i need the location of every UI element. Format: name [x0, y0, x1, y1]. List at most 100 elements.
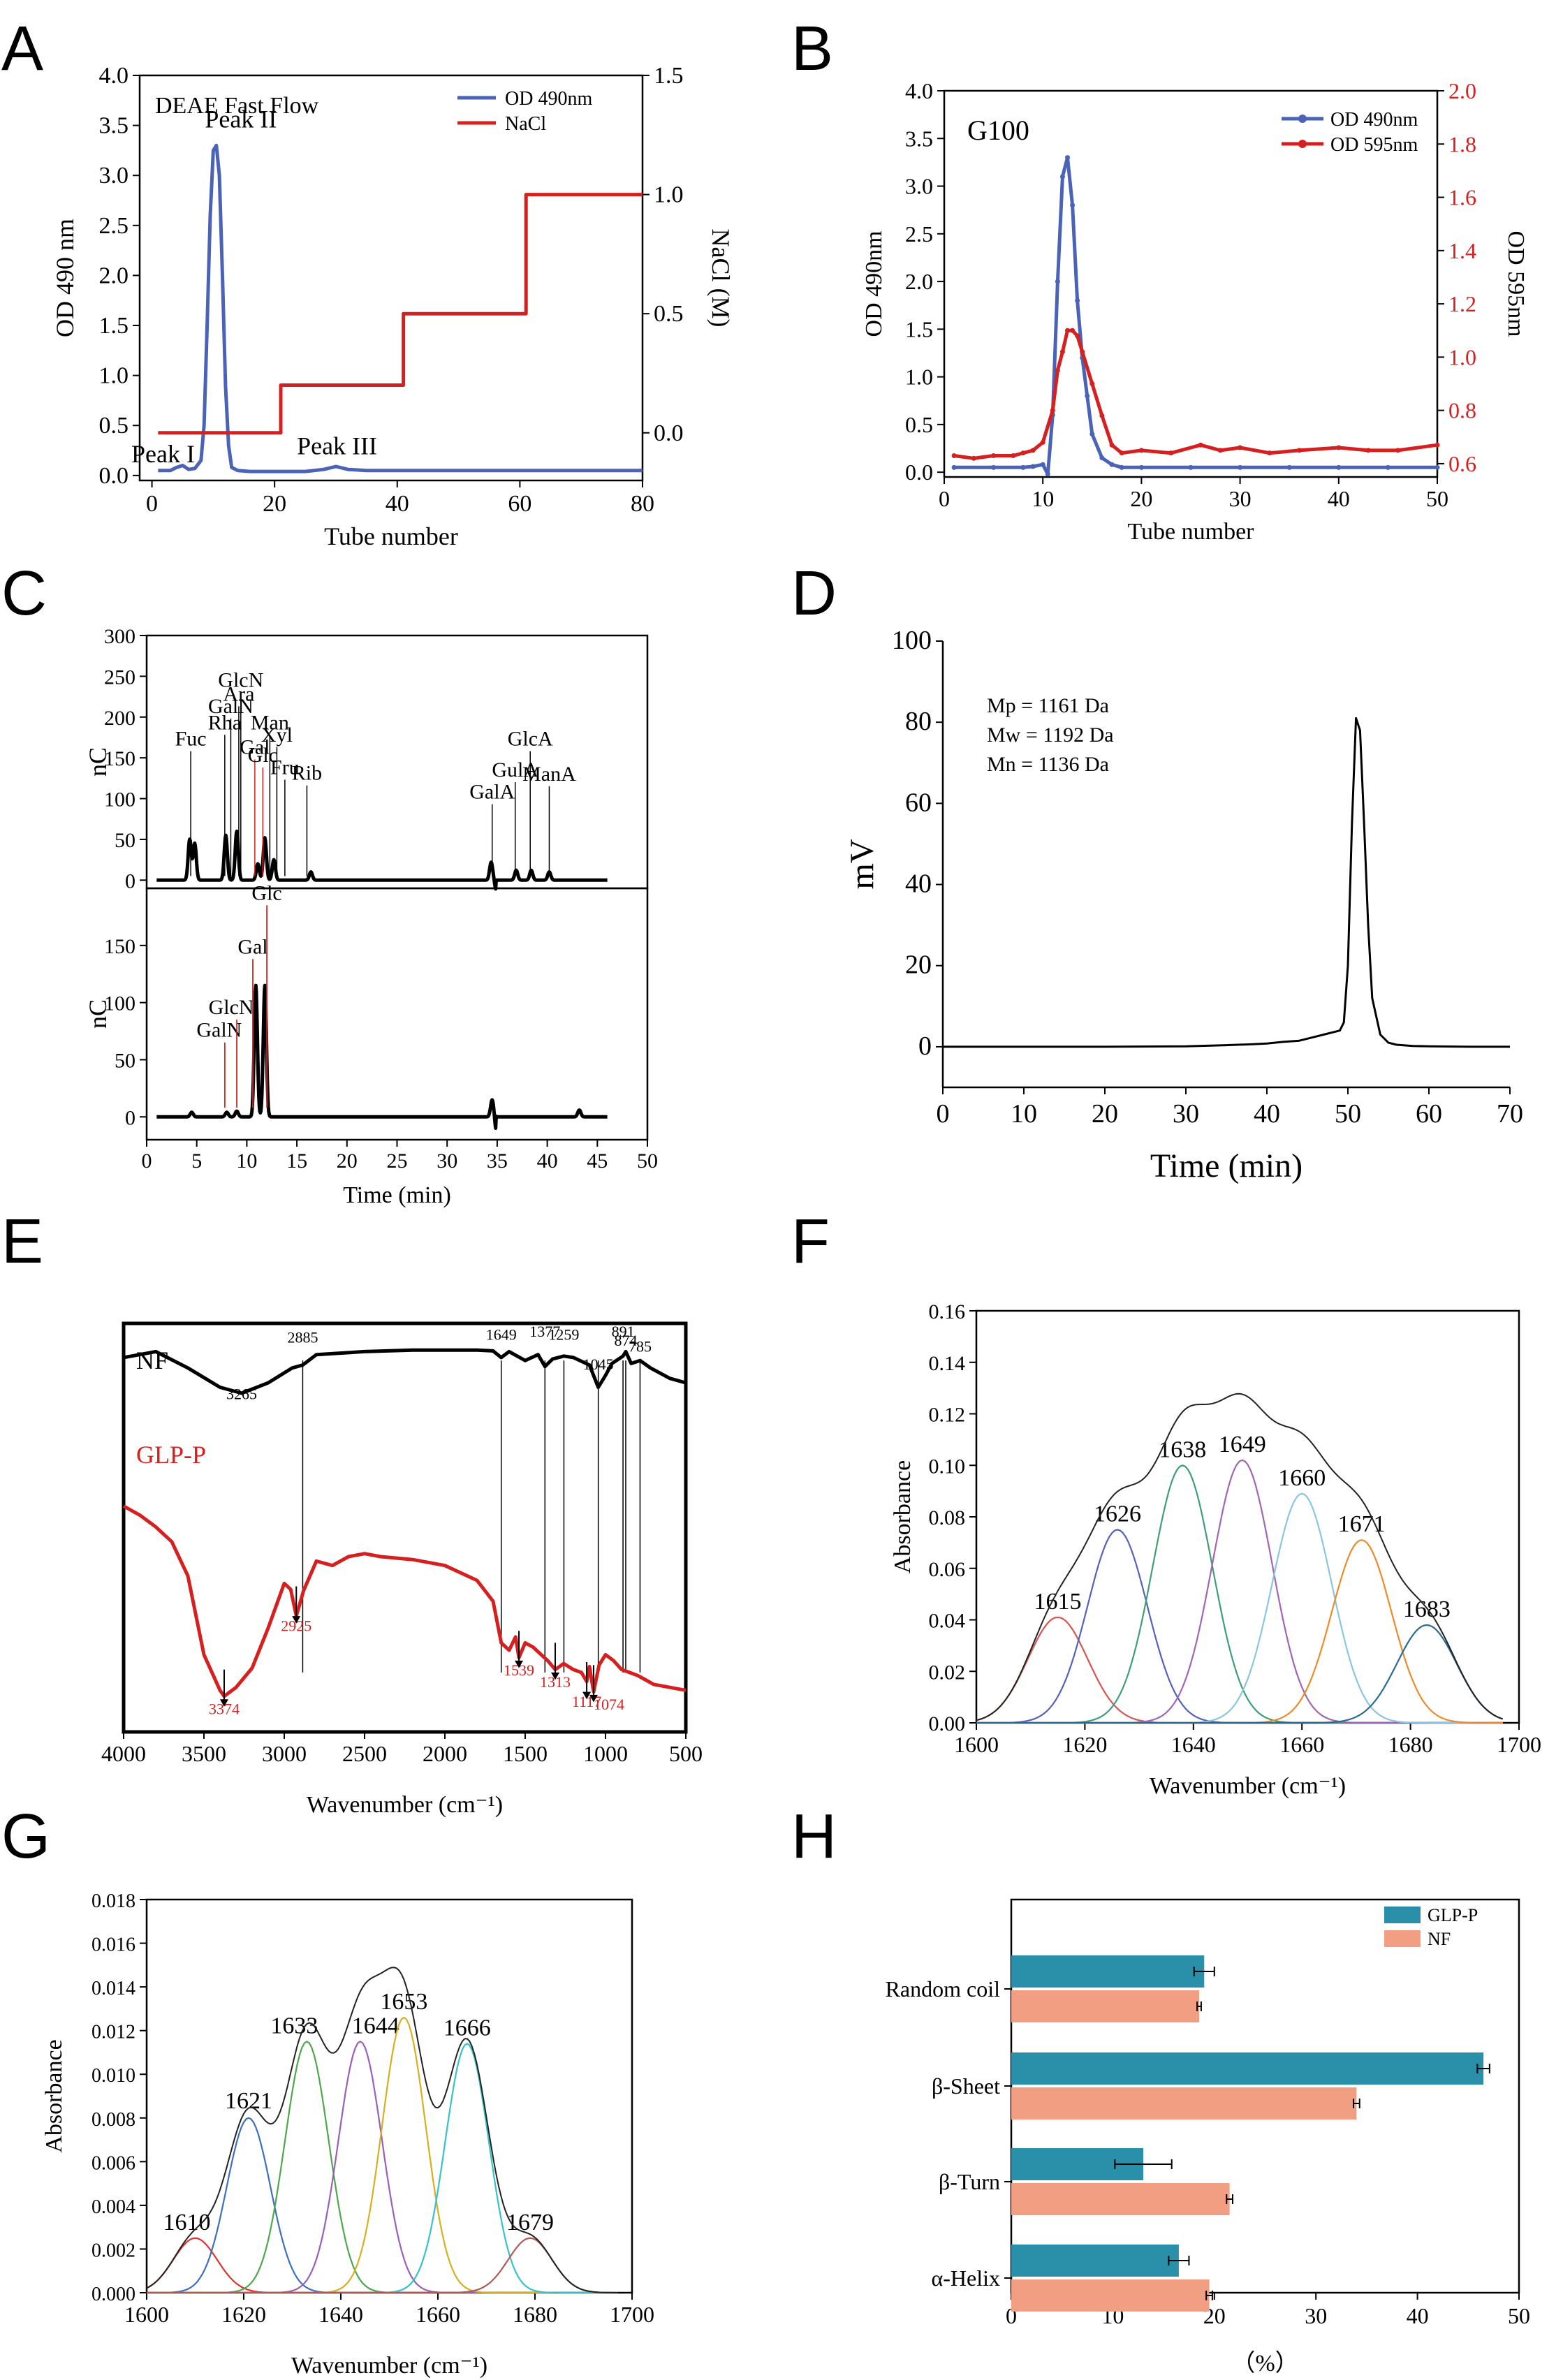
- x-tick-label: 1660: [1279, 1732, 1324, 1757]
- y-axis-title: Absorbance: [41, 2039, 67, 2152]
- x-axis-title: Tube number: [324, 522, 458, 550]
- x-tick-label: 20: [337, 1149, 358, 1173]
- series-marker: [1055, 279, 1060, 284]
- y2-tick-label: 1.5: [654, 63, 684, 89]
- x-tick-label: 40: [537, 1149, 558, 1173]
- y2-tick-label: 2.0: [1448, 78, 1476, 103]
- series-marker: [1336, 464, 1342, 470]
- peak-center-label: 1679: [506, 2210, 554, 2235]
- band-arrowhead: [582, 1691, 592, 1700]
- x-tick-label: 3500: [182, 1741, 226, 1766]
- x-tick-label: 50: [1335, 1099, 1361, 1129]
- y2-tick-label: 1.0: [654, 182, 684, 208]
- peak-annotation: Peak III: [297, 432, 377, 460]
- y-axis-title: Absorbance: [890, 1460, 916, 1573]
- legend-label: OD 595nm: [1330, 134, 1418, 156]
- x-tick-label: 10: [236, 1149, 257, 1173]
- y-tick-label: 0.006: [91, 2152, 135, 2174]
- y-tick-label: 0: [125, 869, 135, 892]
- series-marker: [1119, 450, 1124, 456]
- series-marker: [1020, 464, 1026, 470]
- fitted-peak-1683: [976, 1624, 1504, 1724]
- x-tick-label: 1680: [1388, 1732, 1433, 1757]
- bar-nf-3: [1011, 2279, 1210, 2312]
- series-marker: [1030, 464, 1036, 469]
- peak-center-label: 1610: [163, 2210, 211, 2235]
- fitted-peak-1610: [146, 2237, 618, 2294]
- y-tick-label: 2.5: [905, 221, 933, 247]
- peak-center-label: 1660: [1278, 1465, 1326, 1491]
- x-tick-label: 1620: [221, 2302, 266, 2327]
- category-label: β-Turn: [939, 2169, 1000, 2194]
- x-tick-label: 30: [1173, 1099, 1199, 1129]
- series-marker: [1395, 448, 1401, 453]
- y-tick-label: 40: [905, 869, 932, 899]
- peak-center-label: 1666: [443, 2015, 491, 2041]
- nf-band-label: 1377: [529, 1323, 560, 1340]
- bar-glp-p-0: [1011, 1955, 1205, 1988]
- molecular-weight-annotation: Mp = 1161 Da: [987, 694, 1109, 717]
- series-marker: [1365, 448, 1371, 453]
- peak-center-label: 1671: [1338, 1511, 1386, 1537]
- x-tick-label: 30: [1229, 486, 1252, 511]
- x-tick-label: 40: [1254, 1099, 1280, 1129]
- y-tick-label: 1.5: [905, 316, 933, 341]
- x-tick-label: 500: [669, 1741, 703, 1766]
- x-tick-label: 10: [1011, 1099, 1037, 1129]
- x-tick-label: 40: [386, 491, 409, 517]
- bar-nf-1: [1011, 2087, 1357, 2120]
- y-tick-label: 50: [115, 1049, 135, 1072]
- series-marker: [1070, 203, 1076, 208]
- x-tick-label: 1500: [503, 1741, 548, 1766]
- series-marker: [1168, 450, 1174, 456]
- y-tick-label: 2.0: [905, 269, 933, 294]
- panel-label: D: [791, 559, 837, 629]
- y-tick-label: 3.0: [905, 174, 933, 199]
- peak-label-sample: GlcN: [209, 996, 254, 1019]
- chromatogram-standards: [155, 829, 609, 891]
- band-arrowhead: [589, 1694, 598, 1703]
- series-marker: [951, 464, 957, 470]
- series-line-od-490nm: [954, 156, 1437, 476]
- legend-marker: [1298, 140, 1307, 148]
- series-marker: [1065, 155, 1070, 161]
- band-arrowhead: [515, 1660, 524, 1668]
- series-marker: [1267, 450, 1272, 456]
- series-marker: [1059, 174, 1065, 179]
- panel-d: D 0 10 20 30 40 50 60 70 0 20 40 60 80 100 Time (min) mV…: [791, 559, 1523, 1184]
- y2-tick-label: 1.2: [1448, 291, 1476, 316]
- series-marker: [1075, 333, 1080, 339]
- y-tick-label: 60: [905, 788, 932, 817]
- y2-tick-label: 0.8: [1448, 398, 1476, 423]
- nf-band-label: 785: [629, 1337, 652, 1355]
- x-tick-label: 5: [191, 1149, 202, 1173]
- series-marker: [1075, 298, 1080, 303]
- legend-swatch: [1384, 1930, 1421, 1947]
- x-axis-title: Wavenumber (cm⁻¹): [291, 2353, 487, 2379]
- panel-f: F 1600 1620 1640 1660 1680 1700 0.00 0.02 0.04 0.0…: [791, 1207, 1541, 1799]
- x-tick-label: 0: [142, 1149, 152, 1173]
- x-tick-label: 1620: [1062, 1732, 1107, 1757]
- y-tick-label: 2.5: [99, 213, 129, 239]
- x-tick-label: 40: [1328, 486, 1350, 511]
- series-marker: [1138, 464, 1144, 470]
- plot-frame: [975, 1309, 1520, 1724]
- series-name-nf: NF: [136, 1346, 168, 1374]
- peak-label-sample: Gal: [237, 935, 267, 958]
- series-marker: [1336, 445, 1342, 450]
- series-marker: [1188, 464, 1194, 470]
- fitted-peak-1615: [976, 1616, 1503, 1724]
- y-tick-label: 80: [905, 707, 932, 736]
- y-tick-label: 0.000: [91, 2284, 135, 2305]
- y-axis-title: nC: [84, 747, 112, 777]
- series-marker: [1089, 381, 1095, 387]
- series-marker: [1070, 328, 1076, 333]
- fitted-peak-1633: [147, 2041, 618, 2294]
- nf-band-label: 1649: [486, 1325, 517, 1343]
- peak-label-sample: Glc: [251, 881, 281, 904]
- y-tick-label: 2.0: [99, 263, 129, 288]
- x-tick-label: 30: [436, 1149, 457, 1173]
- plot-frame: [122, 1321, 688, 1734]
- peak-label-standard: Glc: [248, 744, 278, 767]
